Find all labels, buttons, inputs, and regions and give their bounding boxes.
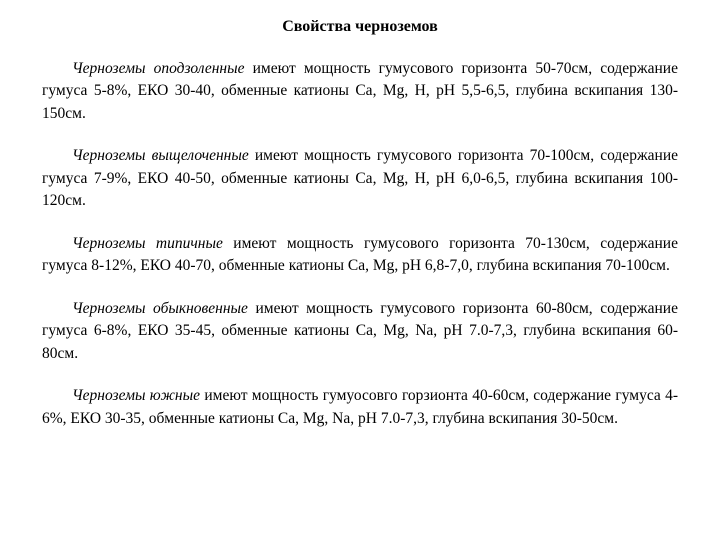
- para-emphasis: Черноземы оподзоленные: [72, 60, 244, 77]
- para-emphasis: Черноземы южные: [72, 387, 200, 404]
- para-emphasis: Черноземы обыкновенные: [72, 300, 248, 317]
- paragraph-opodzolennye: Черноземы оподзоленные имеют мощность гу…: [42, 58, 678, 125]
- paragraph-yuzhnye: Черноземы южные имеют мощность гумуосовг…: [42, 385, 678, 430]
- para-emphasis: Черноземы выщелоченные: [72, 147, 249, 164]
- paragraph-obyknovennye: Черноземы обыкновенные имеют мощность гу…: [42, 298, 678, 365]
- paragraph-vyshchelochennye: Черноземы выщелоченные имеют мощность гу…: [42, 145, 678, 212]
- document-title: Свойства черноземов: [42, 18, 678, 36]
- paragraph-tipichnye: Черноземы типичные имеют мощность гумусо…: [42, 233, 678, 278]
- para-emphasis: Черноземы типичные: [72, 235, 223, 252]
